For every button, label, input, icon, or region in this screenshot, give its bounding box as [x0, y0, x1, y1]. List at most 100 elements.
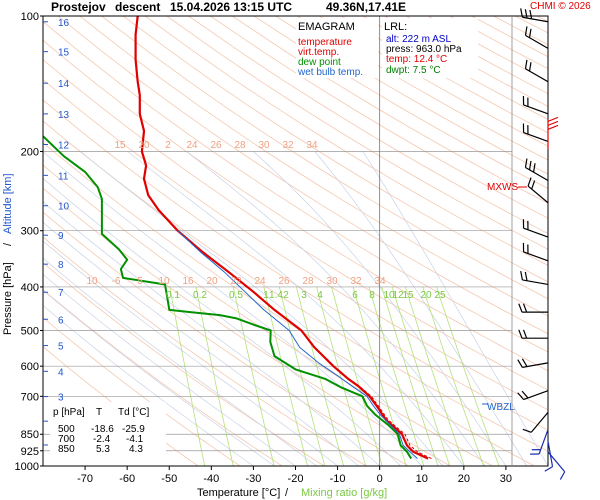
y-tick-label: 850 [21, 429, 39, 441]
upper-adiabat-label: 30 [258, 140, 270, 151]
altitude-tick-label: 12 [58, 141, 70, 152]
x-tick-label: -10 [330, 473, 346, 485]
middle-adiabat-label: -6 [112, 276, 121, 287]
dry-adiabat [188, 16, 548, 235]
legend-title: EMAGRAM [298, 21, 355, 33]
mxws-label: MXWS [487, 182, 518, 193]
x-tick-label: -20 [288, 473, 304, 485]
lrl-title: LRL: [384, 21, 407, 33]
y-tick-label: 200 [21, 146, 39, 158]
sounding-datetime: 15.04.2026 13:15 UTC [170, 0, 292, 14]
middle-adiabat-label: 32 [350, 276, 362, 287]
wind-barb-flag [524, 271, 528, 281]
wind-barb-flag [532, 163, 536, 173]
mixing-ratio-label: 3 [301, 290, 307, 301]
dry-adiabat [210, 16, 548, 219]
table-cell: -25.9 [122, 424, 145, 435]
wind-barb-flag [524, 9, 528, 19]
y-tick-label: 925 [21, 446, 39, 458]
plot-area [43, 16, 548, 466]
upper-adiabat-label: 34 [306, 140, 318, 151]
wind-barb-flag [522, 303, 528, 313]
middle-adiabat-label: 16 [182, 276, 194, 287]
dry-adiabat [43, 120, 548, 452]
dry-adiabat [101, 16, 548, 300]
mixing-ratio-label: 0.2 [193, 290, 207, 301]
dry-adiabat [79, 16, 548, 317]
mxws-barb-flag [547, 124, 559, 130]
lrl-alt: alt: 222 m ASL [386, 34, 451, 45]
dry-adiabat [57, 16, 548, 335]
dry-adiabat [43, 21, 548, 353]
x-tick-label: -70 [77, 473, 93, 485]
table-cell: 850 [58, 444, 75, 455]
middle-adiabat-label: 10 [86, 276, 98, 287]
mxws-barb-flag [547, 120, 559, 126]
wind-barb-flag [521, 358, 528, 367]
x-axis-separator: / [285, 487, 289, 499]
wind-barb-flag [528, 160, 532, 170]
wind-barb-flag [521, 390, 529, 399]
table-cell: 500 [58, 424, 75, 435]
copyright: CHMI © 2026 [530, 1, 591, 12]
y-axis-title-secondary: Altitude [km] [2, 173, 14, 234]
table-cell: -2.4 [93, 434, 111, 445]
dry-adiabat [43, 39, 548, 372]
wind-barbs [517, 8, 566, 480]
dry-adiabat [144, 16, 548, 266]
table-cell: 5.3 [96, 444, 110, 455]
x-tick-label: -30 [245, 473, 261, 485]
table-cell: -18.6 [91, 424, 114, 435]
upper-adiabat-label: 26 [210, 140, 222, 151]
middle-adiabat-label: 28 [302, 276, 314, 287]
lrl-temp: temp: 12.4 °C [386, 54, 447, 65]
y-tick-label: 400 [21, 282, 39, 294]
level-table: p [hPa] T Td [°C] 500 -18.6 -25.9 700 -2… [50, 402, 166, 455]
x-tick-label: 0 [377, 473, 383, 485]
mixing-ratio-label: 20 [420, 290, 432, 301]
wind-barb-flag [527, 177, 532, 187]
sounding-type: descent [115, 0, 160, 14]
y-tick-label: 100 [21, 11, 39, 23]
wind-barb-flag [517, 392, 525, 400]
middle-adiabat-label: 5 [137, 276, 143, 287]
upper-adiabat-label: 2 [165, 140, 171, 151]
altitude-tick-label: 4 [58, 367, 64, 378]
mixing-ratio-label: 2 [283, 290, 289, 301]
series-dew-point [43, 135, 413, 460]
lrl-dwpt: dwpt: 7.5 °C [386, 65, 441, 76]
mixing-ratio-label: 6 [352, 290, 358, 301]
dry-adiabat [231, 16, 548, 204]
lrl-press: press: 963.0 hPa [386, 44, 462, 55]
mixing-ratio-label: 0.1 [166, 290, 180, 301]
profile-lines [43, 16, 432, 460]
wind-barb-flag [524, 158, 528, 168]
table-cell: 700 [58, 434, 75, 445]
sounding-position: 49.36N,17.41E [326, 0, 406, 14]
wbzl-label: WBZL [487, 402, 515, 413]
mixing-ratio-label: 4 [317, 290, 323, 301]
legend-item-virt-temp: virt.temp. [298, 47, 339, 58]
middle-adiabat-label: 22 [230, 276, 242, 287]
y-tick-label: 500 [21, 326, 39, 338]
series-virt-temp [135, 16, 432, 460]
y-axis-separator: / [2, 242, 14, 246]
mixing-ratio-label: 0.5 [229, 290, 243, 301]
x-axis-title: Temperature [°C] [197, 487, 280, 499]
wind-barb-flag [518, 329, 523, 339]
wind-barb-flag [528, 28, 532, 38]
legend: EMAGRAM temperature virt.temp. dew point… [296, 18, 378, 78]
table-cell: 4.3 [129, 444, 143, 455]
mixing-ratio-label: 15 [402, 290, 414, 301]
altitude-tick-label: 14 [58, 79, 70, 90]
y-tick-label: 600 [21, 361, 39, 373]
table-header-p: p [hPa] [53, 407, 85, 418]
y-axis-title: Pressure [hPa] [2, 262, 14, 335]
mxws-barb-flag [547, 116, 559, 122]
table-header-t: T [96, 407, 102, 418]
legend-item-wet-bulb: wet bulb temp. [297, 67, 363, 78]
background-grid [43, 16, 548, 466]
legend-item-dew-point: dew point [298, 57, 341, 68]
wind-barb-staff [530, 411, 549, 433]
